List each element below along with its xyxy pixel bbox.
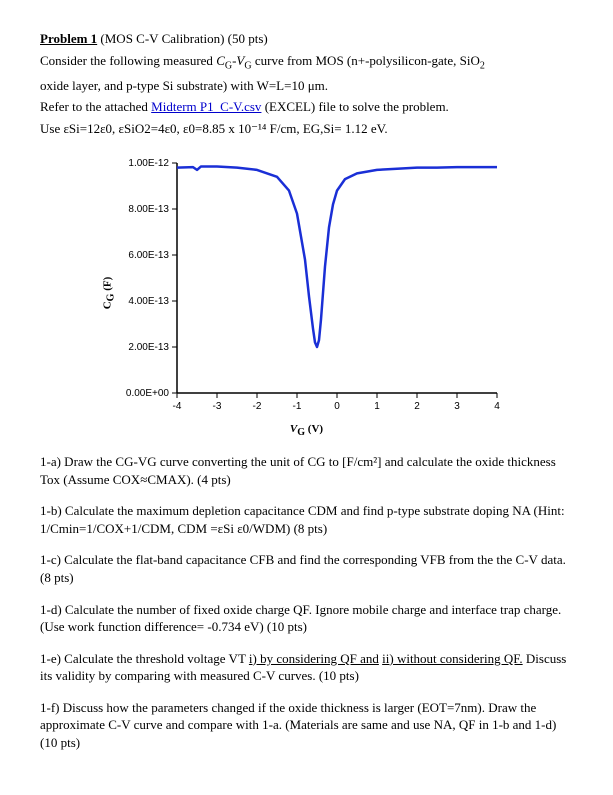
header-line5: Use εSi=12ε0, εSiO2=4ε0, ε0=8.85 x 10⁻¹⁴… [40, 120, 573, 138]
question-1e: 1-e) Calculate the threshold voltage VT … [40, 650, 573, 685]
chart-svg: 0.00E+00 2.00E-13 4.00E-13 6.00E-13 8.00E-13… [107, 153, 507, 433]
svg-text:4.00E-13: 4.00E-13 [128, 296, 169, 307]
question-1a: 1-a) Draw the CG-VG curve converting the… [40, 453, 573, 488]
svg-text:0: 0 [334, 401, 340, 412]
svg-text:6.00E-13: 6.00E-13 [128, 250, 169, 261]
svg-text:-3: -3 [212, 401, 221, 412]
x-axis-label: VG (V) [290, 422, 323, 440]
header-line3: oxide layer, and p-type Si substrate) wi… [40, 77, 573, 95]
svg-text:2: 2 [414, 401, 420, 412]
title-line: Problem 1 (MOS C-V Calibration) (50 pts) [40, 30, 573, 48]
svg-text:3: 3 [454, 401, 460, 412]
question-1f: 1-f) Discuss how the parameters changed … [40, 699, 573, 752]
title-prefix: Problem 1 [40, 31, 97, 46]
svg-text:-1: -1 [292, 401, 301, 412]
svg-text:-4: -4 [172, 401, 181, 412]
svg-text:1: 1 [374, 401, 380, 412]
y-axis-label: CG (F) [100, 277, 118, 310]
csv-link[interactable]: Midterm P1_C-V.csv [151, 99, 261, 114]
title-rest: (MOS C-V Calibration) (50 pts) [97, 31, 268, 46]
svg-text:2.00E-13: 2.00E-13 [128, 342, 169, 353]
question-1d: 1-d) Calculate the number of fixed oxide… [40, 601, 573, 636]
question-1c: 1-c) Calculate the flat-band capacitance… [40, 551, 573, 586]
cv-chart: 0.00E+00 2.00E-13 4.00E-13 6.00E-13 8.00E-13… [107, 153, 507, 433]
svg-text:0.00E+00: 0.00E+00 [125, 388, 169, 399]
svg-text:4: 4 [494, 401, 500, 412]
svg-text:1.00E-12: 1.00E-12 [128, 158, 169, 169]
header-line4: Refer to the attached Midterm P1_C-V.csv… [40, 98, 573, 116]
svg-text:-2: -2 [252, 401, 261, 412]
header-line2: Consider the following measured CG-VG cu… [40, 52, 573, 73]
svg-text:8.00E-13: 8.00E-13 [128, 204, 169, 215]
problem-header: Problem 1 (MOS C-V Calibration) (50 pts)… [40, 30, 573, 137]
question-1b: 1-b) Calculate the maximum depletion cap… [40, 502, 573, 537]
